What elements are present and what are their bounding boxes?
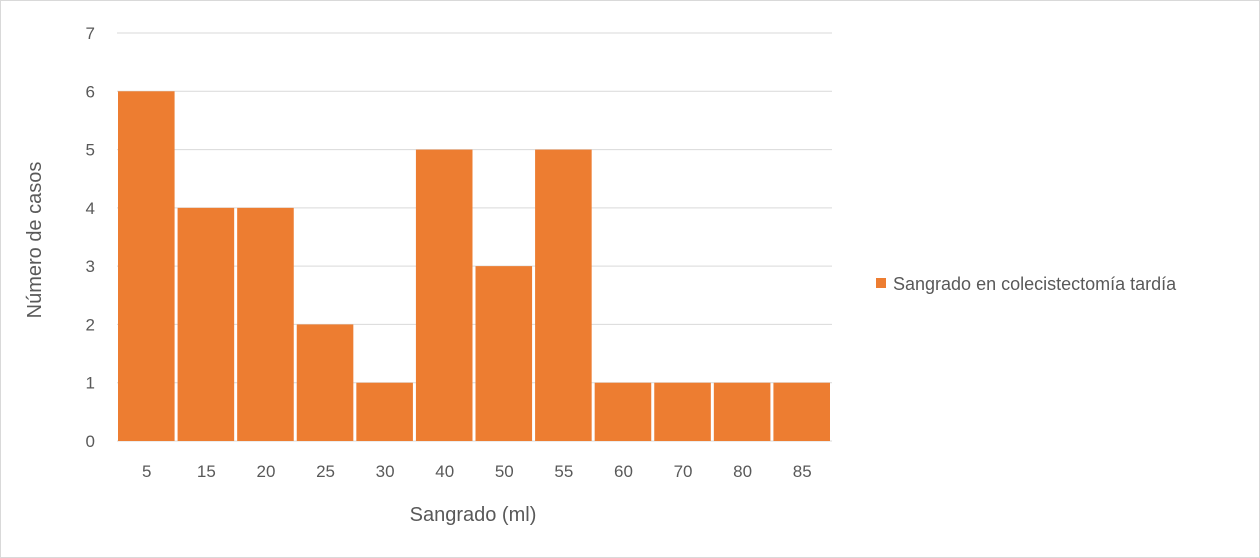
bar-60 xyxy=(594,382,652,441)
x-tick-label: 80 xyxy=(733,462,752,481)
x-tick-label: 55 xyxy=(554,462,573,481)
y-tick-label: 3 xyxy=(86,257,95,276)
bar-25 xyxy=(296,324,354,441)
bar-30 xyxy=(356,382,413,441)
x-tick-label: 25 xyxy=(316,462,335,481)
x-tick-label: 40 xyxy=(435,462,454,481)
y-axis-ticks: 0 1 2 3 4 5 6 7 xyxy=(86,24,95,451)
bar-80 xyxy=(713,382,771,441)
bar-50 xyxy=(475,266,533,441)
legend-label: Sangrado en colecistectomía tardía xyxy=(893,274,1177,294)
bar-20 xyxy=(237,207,294,441)
bar-40 xyxy=(415,149,473,442)
y-tick-label: 7 xyxy=(86,24,95,43)
y-tick-label: 5 xyxy=(86,141,95,160)
bar-15 xyxy=(177,207,235,441)
bars xyxy=(118,91,830,442)
y-tick-label: 2 xyxy=(86,315,95,334)
x-tick-label: 30 xyxy=(376,462,395,481)
x-tick-label: 50 xyxy=(495,462,514,481)
bar-55 xyxy=(535,149,592,442)
bar-70 xyxy=(654,382,711,441)
legend-swatch xyxy=(876,278,886,288)
bar-5 xyxy=(118,91,175,442)
x-tick-label: 60 xyxy=(614,462,633,481)
y-axis-title: Número de casos xyxy=(24,162,46,319)
x-tick-label: 85 xyxy=(793,462,812,481)
y-tick-label: 1 xyxy=(86,374,95,393)
y-tick-label: 4 xyxy=(86,199,95,218)
legend: Sangrado en colecistectomía tardía xyxy=(876,274,1177,294)
x-tick-label: 20 xyxy=(256,462,275,481)
bar-85 xyxy=(773,382,830,441)
gridlines xyxy=(117,32,832,442)
y-tick-label: 0 xyxy=(86,432,95,451)
x-axis-ticks: 5 15 20 25 30 40 50 55 60 70 80 85 xyxy=(142,462,812,481)
x-tick-label: 70 xyxy=(674,462,693,481)
x-tick-label: 5 xyxy=(142,462,151,481)
x-axis-title: Sangrado (ml) xyxy=(410,504,537,526)
y-tick-label: 6 xyxy=(86,82,95,101)
x-tick-label: 15 xyxy=(197,462,216,481)
